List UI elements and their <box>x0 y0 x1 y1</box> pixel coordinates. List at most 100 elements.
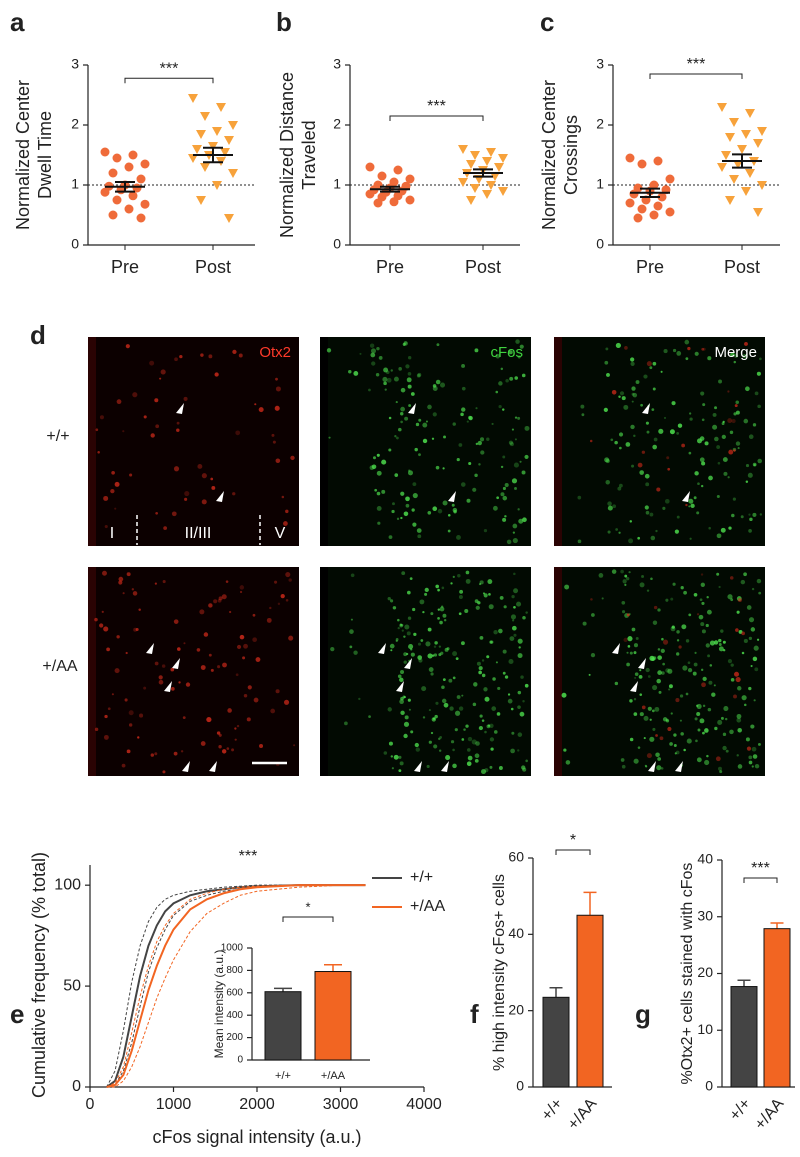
cell <box>400 491 405 496</box>
cell <box>603 407 608 412</box>
x-tick-label: +/+ <box>275 1070 291 1082</box>
cell <box>430 731 434 735</box>
cell <box>720 716 724 720</box>
cell <box>403 660 407 664</box>
cell <box>395 638 399 641</box>
cell <box>679 694 684 698</box>
cell <box>646 589 650 592</box>
cell <box>735 410 740 415</box>
cell <box>660 767 664 770</box>
cell <box>644 505 649 510</box>
cell <box>438 737 441 741</box>
cell <box>656 678 661 684</box>
cell <box>179 354 183 359</box>
significance-bracket <box>743 877 778 883</box>
cell <box>376 453 380 457</box>
cell <box>458 443 463 447</box>
cell <box>399 677 404 683</box>
cell <box>448 678 453 683</box>
cell <box>491 706 497 711</box>
sem-bar <box>203 146 223 164</box>
cell <box>619 391 625 396</box>
cell <box>398 427 402 432</box>
cell <box>412 482 417 487</box>
cell <box>676 652 680 656</box>
cell <box>721 434 726 440</box>
cell <box>634 672 639 676</box>
cell <box>746 605 752 610</box>
cell <box>590 598 593 601</box>
cell <box>438 645 442 648</box>
cell <box>745 737 750 742</box>
arrowhead <box>682 491 690 502</box>
y-tick-label: 200 <box>226 1032 243 1043</box>
cell <box>235 430 241 436</box>
cell <box>618 432 624 437</box>
cell <box>740 579 746 585</box>
cell <box>643 374 648 379</box>
cell <box>508 658 514 665</box>
cell <box>239 634 245 640</box>
cell <box>679 719 682 722</box>
cell <box>406 377 412 383</box>
error-bar <box>737 979 751 987</box>
cell <box>493 630 498 635</box>
cell <box>407 356 412 360</box>
cell <box>431 717 436 722</box>
arrowhead <box>146 643 154 654</box>
cell <box>387 707 392 712</box>
cell <box>658 690 662 694</box>
cell <box>646 753 652 759</box>
cell <box>483 593 488 598</box>
cell <box>404 624 410 630</box>
cell <box>670 597 674 601</box>
cell <box>510 748 515 754</box>
cell <box>664 499 670 504</box>
data-point <box>188 154 198 163</box>
cell <box>675 750 680 755</box>
cell <box>672 582 676 586</box>
cell <box>158 679 164 685</box>
cell <box>632 392 638 398</box>
cell <box>493 730 498 734</box>
cell <box>649 512 654 517</box>
cell <box>138 608 141 612</box>
cell <box>232 349 237 355</box>
cell <box>671 401 676 406</box>
arrowhead <box>448 491 456 502</box>
cell <box>114 507 117 510</box>
cell <box>403 635 406 638</box>
bar <box>314 971 352 1061</box>
cell <box>371 464 377 470</box>
cell <box>400 669 405 674</box>
error-bar <box>770 922 784 929</box>
cell <box>624 574 628 578</box>
cell <box>687 661 691 665</box>
data-point <box>470 184 480 193</box>
cell <box>629 520 633 523</box>
cell <box>756 371 761 376</box>
cell <box>475 407 478 410</box>
cell <box>706 754 709 758</box>
cell <box>709 640 715 646</box>
cell <box>399 761 404 766</box>
cell <box>723 706 729 712</box>
cell <box>618 395 621 398</box>
cell <box>497 686 501 691</box>
cell <box>521 470 526 475</box>
cell <box>447 513 451 517</box>
data-point <box>405 174 415 184</box>
cell <box>673 743 677 747</box>
cell <box>383 367 389 373</box>
cell <box>484 696 490 702</box>
cell <box>646 361 652 367</box>
cell <box>749 517 753 522</box>
arrowhead <box>612 643 620 654</box>
cell <box>107 707 111 711</box>
cell <box>643 715 649 721</box>
data-point <box>470 151 480 160</box>
cell <box>612 504 617 509</box>
arrowhead <box>630 681 638 692</box>
cell <box>399 699 404 705</box>
